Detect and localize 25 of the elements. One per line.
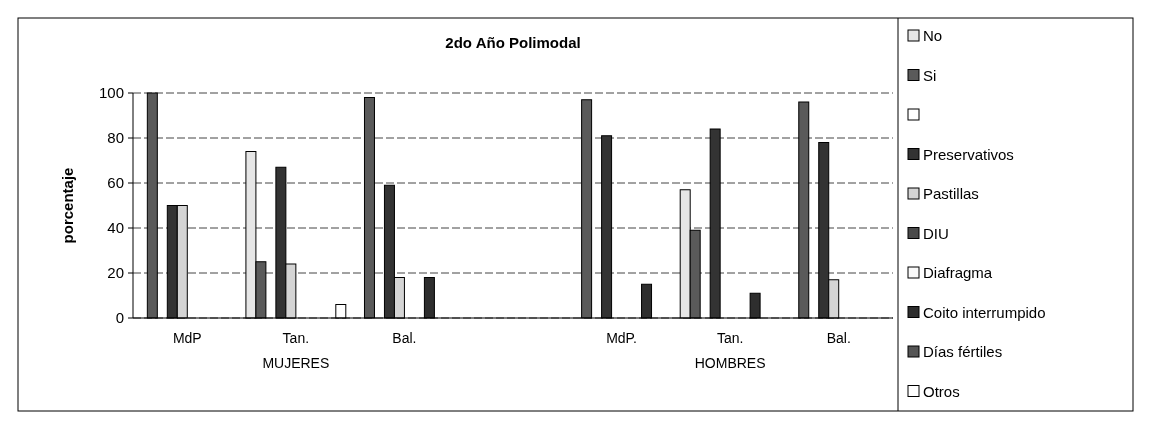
y-tick-label: 80 <box>107 129 124 147</box>
x-tick-label: MdP. <box>606 330 638 346</box>
text: HOMBRES <box>694 355 766 371</box>
legend-label: Otros <box>923 382 960 400</box>
legend-label: No <box>923 27 943 45</box>
y-tick-label: 60 <box>107 174 124 192</box>
legend-label: Coito interrumpido <box>923 303 1046 321</box>
x-tick-label: Tan. <box>716 330 744 346</box>
x-tick-label: Bal. <box>392 330 417 346</box>
legend-label: DIU <box>923 224 949 242</box>
legend-label: Pastillas <box>923 185 979 203</box>
y-tick-label: 20 <box>107 264 124 282</box>
x-tick-label: MdP <box>172 330 202 346</box>
y-axis-title: porcentaje <box>59 167 76 244</box>
y-tick-label: 0 <box>115 309 124 327</box>
legend-label: Si <box>923 66 937 84</box>
legend-label: Días fértiles <box>923 343 1003 361</box>
x-tick-label: Tan. <box>282 330 310 346</box>
text: MUJERES <box>262 355 330 371</box>
y-tick-label: 100 <box>98 84 124 102</box>
legend-label: Diafragma <box>923 264 993 282</box>
chart-title: 2do Año Polimodal <box>445 34 581 51</box>
x-tick-label: Bal. <box>826 330 851 346</box>
y-tick-label: 40 <box>107 219 124 237</box>
legend-label: Preservativos <box>923 145 1014 163</box>
